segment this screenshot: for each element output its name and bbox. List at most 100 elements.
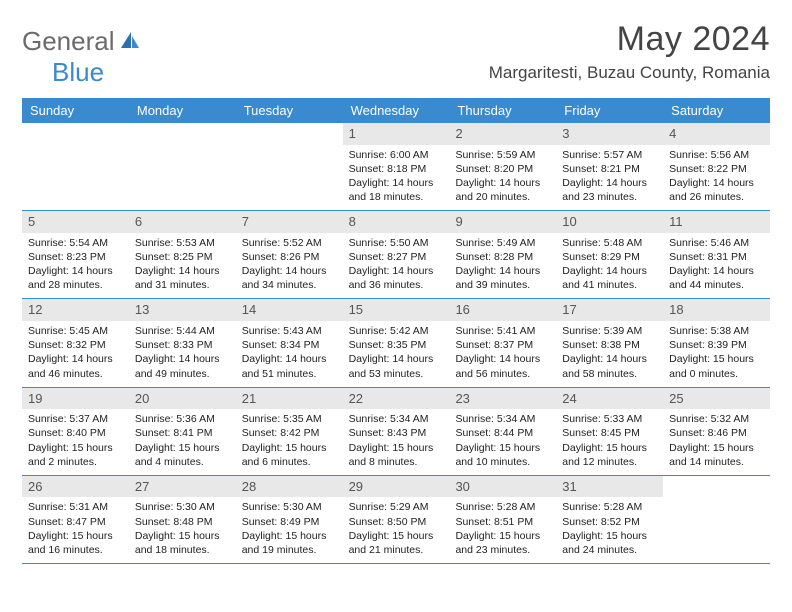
day-cell: 8Sunrise: 5:50 AMSunset: 8:27 PMDaylight…	[343, 211, 450, 298]
day-number: 7	[236, 211, 343, 233]
day-number: 1	[343, 123, 450, 145]
daylight-line: and 6 minutes.	[242, 455, 337, 469]
daylight-line: Daylight: 15 hours	[455, 441, 550, 455]
daylight-line: Daylight: 14 hours	[669, 264, 764, 278]
sunrise-line: Sunrise: 5:57 AM	[562, 148, 657, 162]
sunset-line: Sunset: 8:44 PM	[455, 426, 550, 440]
daylight-line: and 44 minutes.	[669, 278, 764, 292]
daylight-line: and 0 minutes.	[669, 367, 764, 381]
day-cell: 10Sunrise: 5:48 AMSunset: 8:29 PMDayligh…	[556, 211, 663, 298]
day-cell: 24Sunrise: 5:33 AMSunset: 8:45 PMDayligh…	[556, 388, 663, 475]
day-cell: 13Sunrise: 5:44 AMSunset: 8:33 PMDayligh…	[129, 299, 236, 386]
daylight-line: Daylight: 14 hours	[455, 352, 550, 366]
day-cell: 31Sunrise: 5:28 AMSunset: 8:52 PMDayligh…	[556, 476, 663, 563]
sunrise-line: Sunrise: 5:28 AM	[455, 500, 550, 514]
sunrise-line: Sunrise: 5:37 AM	[28, 412, 123, 426]
week-row: 19Sunrise: 5:37 AMSunset: 8:40 PMDayligh…	[22, 388, 770, 476]
daylight-line: and 18 minutes.	[135, 543, 230, 557]
day-number: 11	[663, 211, 770, 233]
sunrise-line: Sunrise: 5:35 AM	[242, 412, 337, 426]
sunset-line: Sunset: 8:48 PM	[135, 515, 230, 529]
day-cell	[663, 476, 770, 563]
day-cell	[236, 123, 343, 210]
logo-sail-icon	[119, 26, 141, 57]
day-cell: 16Sunrise: 5:41 AMSunset: 8:37 PMDayligh…	[449, 299, 556, 386]
daylight-line: Daylight: 15 hours	[669, 441, 764, 455]
day-cell: 3Sunrise: 5:57 AMSunset: 8:21 PMDaylight…	[556, 123, 663, 210]
sunrise-line: Sunrise: 5:30 AM	[242, 500, 337, 514]
day-number: 10	[556, 211, 663, 233]
logo-text-general: General	[22, 26, 115, 57]
daylight-line: and 56 minutes.	[455, 367, 550, 381]
sunset-line: Sunset: 8:39 PM	[669, 338, 764, 352]
daylight-line: and 26 minutes.	[669, 190, 764, 204]
day-number: 18	[663, 299, 770, 321]
sunset-line: Sunset: 8:25 PM	[135, 250, 230, 264]
day-number: 24	[556, 388, 663, 410]
sunrise-line: Sunrise: 5:31 AM	[28, 500, 123, 514]
daylight-line: Daylight: 14 hours	[455, 176, 550, 190]
sunset-line: Sunset: 8:21 PM	[562, 162, 657, 176]
sunrise-line: Sunrise: 5:56 AM	[669, 148, 764, 162]
day-number: 26	[22, 476, 129, 498]
weekday-tuesday: Tuesday	[236, 98, 343, 123]
weekday-saturday: Saturday	[663, 98, 770, 123]
sunset-line: Sunset: 8:28 PM	[455, 250, 550, 264]
daylight-line: and 18 minutes.	[349, 190, 444, 204]
daylight-line: and 2 minutes.	[28, 455, 123, 469]
daylight-line: Daylight: 14 hours	[455, 264, 550, 278]
daylight-line: Daylight: 14 hours	[135, 264, 230, 278]
daylight-line: Daylight: 15 hours	[135, 529, 230, 543]
sunset-line: Sunset: 8:42 PM	[242, 426, 337, 440]
day-number: 5	[22, 211, 129, 233]
daylight-line: Daylight: 14 hours	[242, 264, 337, 278]
daylight-line: and 41 minutes.	[562, 278, 657, 292]
day-number: 16	[449, 299, 556, 321]
daylight-line: and 23 minutes.	[562, 190, 657, 204]
sunrise-line: Sunrise: 5:50 AM	[349, 236, 444, 250]
day-cell: 17Sunrise: 5:39 AMSunset: 8:38 PMDayligh…	[556, 299, 663, 386]
day-cell: 26Sunrise: 5:31 AMSunset: 8:47 PMDayligh…	[22, 476, 129, 563]
logo-text-blue: Blue	[22, 57, 104, 87]
daylight-line: and 34 minutes.	[242, 278, 337, 292]
weeks-container: 1Sunrise: 6:00 AMSunset: 8:18 PMDaylight…	[22, 123, 770, 564]
daylight-line: and 19 minutes.	[242, 543, 337, 557]
daylight-line: and 21 minutes.	[349, 543, 444, 557]
sunrise-line: Sunrise: 5:52 AM	[242, 236, 337, 250]
day-cell: 25Sunrise: 5:32 AMSunset: 8:46 PMDayligh…	[663, 388, 770, 475]
sunset-line: Sunset: 8:49 PM	[242, 515, 337, 529]
title-block: May 2024 Margaritesti, Buzau County, Rom…	[489, 20, 770, 83]
day-number: 17	[556, 299, 663, 321]
day-cell: 23Sunrise: 5:34 AMSunset: 8:44 PMDayligh…	[449, 388, 556, 475]
day-number: 19	[22, 388, 129, 410]
daylight-line: Daylight: 15 hours	[562, 529, 657, 543]
sunset-line: Sunset: 8:33 PM	[135, 338, 230, 352]
daylight-line: Daylight: 14 hours	[562, 264, 657, 278]
day-number: 27	[129, 476, 236, 498]
sunset-line: Sunset: 8:32 PM	[28, 338, 123, 352]
day-cell: 27Sunrise: 5:30 AMSunset: 8:48 PMDayligh…	[129, 476, 236, 563]
sunrise-line: Sunrise: 5:44 AM	[135, 324, 230, 338]
sunset-line: Sunset: 8:35 PM	[349, 338, 444, 352]
daylight-line: Daylight: 14 hours	[28, 352, 123, 366]
sunrise-line: Sunrise: 5:54 AM	[28, 236, 123, 250]
day-number: 4	[663, 123, 770, 145]
day-cell: 7Sunrise: 5:52 AMSunset: 8:26 PMDaylight…	[236, 211, 343, 298]
day-cell: 2Sunrise: 5:59 AMSunset: 8:20 PMDaylight…	[449, 123, 556, 210]
sunset-line: Sunset: 8:20 PM	[455, 162, 550, 176]
daylight-line: and 14 minutes.	[669, 455, 764, 469]
sunset-line: Sunset: 8:34 PM	[242, 338, 337, 352]
daylight-line: Daylight: 15 hours	[242, 441, 337, 455]
day-number: 23	[449, 388, 556, 410]
daylight-line: Daylight: 15 hours	[562, 441, 657, 455]
daylight-line: Daylight: 14 hours	[349, 264, 444, 278]
calendar-page: General May 2024 Margaritesti, Buzau Cou…	[0, 0, 792, 584]
daylight-line: Daylight: 15 hours	[349, 441, 444, 455]
daylight-line: Daylight: 14 hours	[28, 264, 123, 278]
sunrise-line: Sunrise: 5:48 AM	[562, 236, 657, 250]
day-number: 25	[663, 388, 770, 410]
weekday-sunday: Sunday	[22, 98, 129, 123]
daylight-line: Daylight: 15 hours	[669, 352, 764, 366]
location-label: Margaritesti, Buzau County, Romania	[489, 63, 770, 83]
day-cell: 30Sunrise: 5:28 AMSunset: 8:51 PMDayligh…	[449, 476, 556, 563]
